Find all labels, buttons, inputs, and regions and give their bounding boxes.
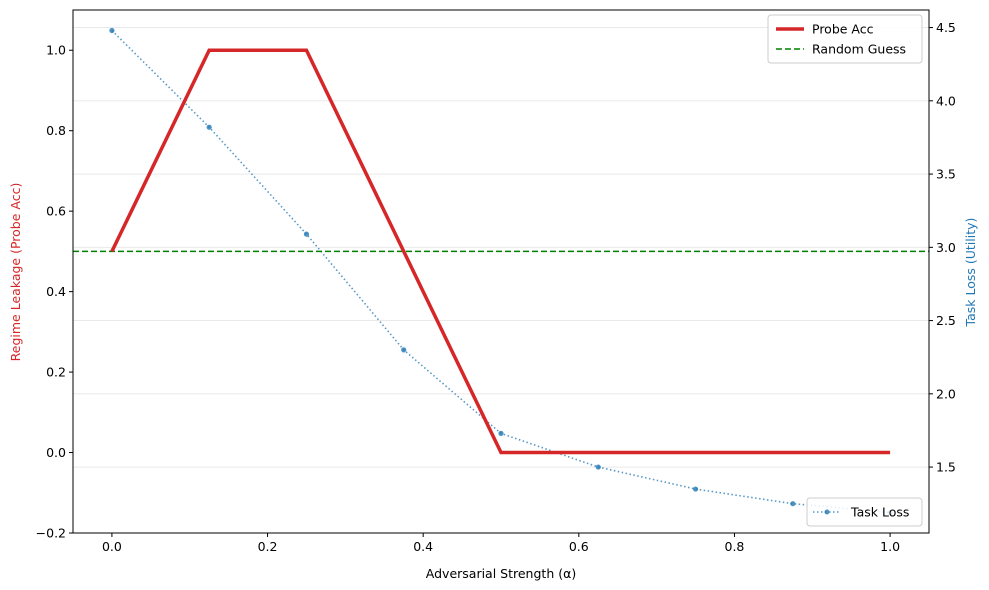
y-left-tick-label-3: 0.4 xyxy=(46,284,66,299)
x-tick-label-4: 0.8 xyxy=(725,539,745,554)
y-right-tick-label-1: 2.0 xyxy=(936,386,956,401)
task-loss-point-3 xyxy=(401,347,407,353)
y-left-tick-label-4: 0.6 xyxy=(46,204,66,219)
task-loss-point-6 xyxy=(692,486,699,492)
y-right-tick-label-5: 4.0 xyxy=(936,93,956,108)
y-left-tick-label-5: 0.8 xyxy=(46,123,66,138)
y-right-tick-label-3: 3.0 xyxy=(936,240,956,255)
legend-loss-label: Task Loss xyxy=(850,505,909,520)
right-axis-label: Task Loss (Utility) xyxy=(963,218,978,328)
legend-top-frame xyxy=(767,14,923,64)
x-tick-label-3: 0.6 xyxy=(569,539,589,554)
x-tick-label-1: 0.2 xyxy=(258,539,278,554)
y-left-tick-label-6: 1.0 xyxy=(46,43,66,58)
task-loss-point-0 xyxy=(109,27,115,34)
y-right-tick-label-6: 4.5 xyxy=(936,20,956,35)
task-loss-point-7 xyxy=(790,501,796,507)
task-loss-point-4 xyxy=(498,430,504,436)
x-axis-label: Adversarial Strength (α) xyxy=(426,566,576,581)
x-tick-label-5: 1.0 xyxy=(880,539,900,554)
y-right-tick-label-0: 1.5 xyxy=(936,460,956,475)
y-left-tick-label-2: 0.2 xyxy=(46,365,66,380)
plot-series xyxy=(73,27,929,516)
x-tick-label-0: 0.0 xyxy=(102,539,122,554)
legend-top: Probe Acc Random Guess xyxy=(767,14,923,64)
left-axis-ticks: −0.2 0.0 0.2 0.4 0.6 0.8 1.0 xyxy=(36,43,73,541)
x-axis-ticks: 0.0 0.2 0.4 0.6 0.8 1.0 xyxy=(102,533,900,554)
plot-frame xyxy=(72,9,930,534)
right-axis-ticks: 1.5 2.0 2.5 3.0 3.5 4.0 4.5 xyxy=(929,20,956,475)
y-right-tick-label-2: 2.5 xyxy=(936,313,956,328)
y-left-tick-label-0: −0.2 xyxy=(36,526,66,541)
legend-bottom-frame xyxy=(806,497,923,527)
y-right-tick-label-4: 3.5 xyxy=(936,167,956,182)
left-axis-label: Regime Leakage (Probe Acc) xyxy=(8,183,23,362)
legend-probe-label: Probe Acc xyxy=(812,22,874,37)
task-loss-point-2 xyxy=(303,231,310,237)
probe-acc-line xyxy=(110,48,891,455)
legend-bottom: Task Loss xyxy=(806,497,923,527)
task-loss-point-1 xyxy=(206,124,212,130)
legend-random-label: Random Guess xyxy=(812,42,906,57)
y-left-tick-label-1: 0.0 xyxy=(46,445,66,460)
task-loss-point-5 xyxy=(595,464,601,470)
legend-loss-marker xyxy=(824,509,830,515)
x-tick-label-2: 0.4 xyxy=(413,539,433,554)
